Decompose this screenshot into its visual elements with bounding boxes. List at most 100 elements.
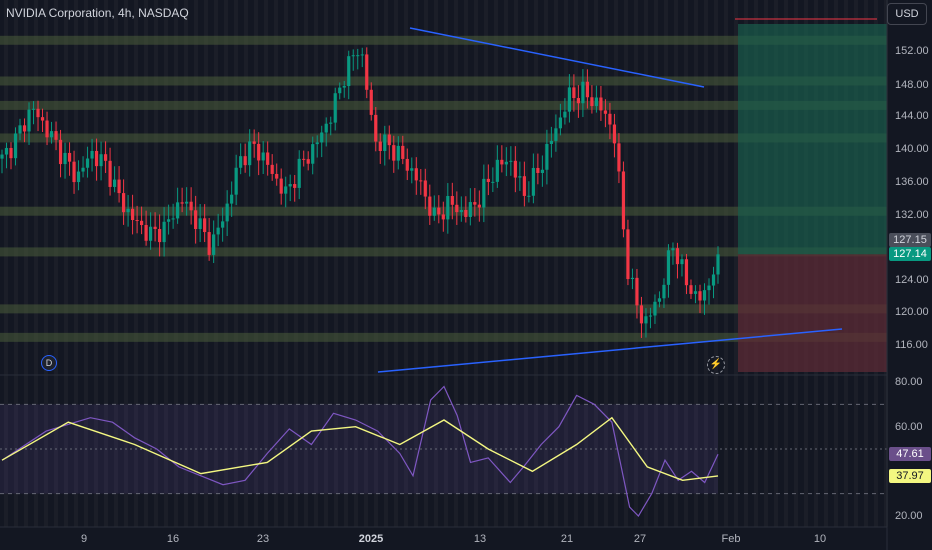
- grid-stripe: [244, 0, 248, 527]
- candle-body: [495, 159, 499, 182]
- candle-body: [189, 201, 193, 211]
- candle-body: [72, 161, 76, 183]
- candle-body: [275, 173, 279, 179]
- candle-body: [599, 97, 603, 111]
- grid-stripe: [124, 0, 128, 527]
- candle-body: [563, 111, 567, 118]
- candle-body: [338, 87, 342, 94]
- candle-body: [315, 142, 319, 145]
- candle-body: [162, 221, 166, 243]
- candle-body: [680, 259, 684, 265]
- grid-stripe: [204, 0, 208, 527]
- candle-body: [558, 117, 562, 129]
- candle-body: [594, 97, 599, 107]
- candle-body: [581, 81, 585, 104]
- currency-button[interactable]: USD: [887, 3, 927, 25]
- candle-body: [90, 150, 94, 159]
- price-tick: 120.00: [895, 306, 929, 318]
- candle-body: [693, 291, 698, 294]
- dividend-marker[interactable]: D: [41, 355, 57, 371]
- candle-body: [117, 179, 121, 194]
- candle-body: [320, 132, 324, 143]
- candle-body: [288, 184, 292, 187]
- candle-body: [554, 128, 558, 141]
- price-zone: [0, 35, 887, 45]
- candle-body: [657, 298, 662, 302]
- grid-stripe: [734, 0, 738, 527]
- candle-body: [446, 196, 450, 220]
- price-tick: 116.00: [895, 339, 928, 351]
- last-price-label: 127.14: [889, 247, 931, 261]
- candle-body: [180, 202, 184, 204]
- grid-stripe: [114, 0, 118, 527]
- candle-body: [702, 290, 707, 301]
- candle-body: [504, 161, 508, 165]
- candle-body: [94, 150, 99, 167]
- candle-body: [230, 194, 234, 204]
- prev-close-label: 127.15: [889, 233, 931, 247]
- grid-stripe: [474, 0, 478, 527]
- candle-body: [112, 179, 117, 187]
- lightning-icon[interactable]: ⚡: [707, 356, 725, 374]
- candle-body: [603, 110, 608, 114]
- candle-body: [13, 133, 18, 159]
- candle-body: [648, 315, 653, 317]
- grid-stripe: [54, 0, 58, 527]
- candle-body: [698, 291, 702, 301]
- price-zone: [0, 247, 887, 257]
- candle-body: [324, 123, 328, 133]
- symbol-title[interactable]: NVIDIA Corporation, 4h, NASDAQ: [6, 6, 189, 20]
- candle-body: [0, 154, 4, 159]
- candlestick-series: [0, 47, 720, 338]
- price-tick: 132.00: [895, 209, 929, 221]
- candle-body: [342, 86, 346, 88]
- candle-body: [405, 158, 409, 171]
- candle-body: [198, 218, 202, 230]
- rsi-pane: [0, 385, 887, 517]
- rsi-ma-label: 37.97: [889, 469, 931, 483]
- candle-body: [626, 229, 630, 280]
- candle-body: [486, 178, 490, 182]
- candle-body: [441, 214, 445, 220]
- target-zone: [738, 24, 887, 255]
- candle-body: [4, 147, 9, 155]
- candle-body: [207, 232, 211, 255]
- candle-body: [194, 210, 198, 230]
- candle-body: [306, 159, 310, 164]
- candle-body: [171, 218, 175, 220]
- candle-body: [509, 160, 513, 162]
- lower-trendline: [377, 328, 843, 373]
- rsi-line: [1, 385, 719, 517]
- grid-stripe: [594, 0, 598, 527]
- candle-body: [684, 259, 689, 286]
- candle-body: [351, 55, 355, 57]
- grid-stripe: [274, 0, 278, 527]
- candle-body: [536, 167, 540, 173]
- grid-stripe: [384, 0, 388, 527]
- grid-stripe: [344, 0, 348, 527]
- grid-stripe: [234, 0, 238, 527]
- price-tick: 144.00: [895, 110, 929, 122]
- candle-body: [459, 210, 463, 213]
- candle-body: [225, 203, 229, 222]
- candle-body: [617, 143, 621, 172]
- grid-stripe: [524, 0, 528, 527]
- candle-body: [662, 284, 666, 299]
- grid-stripe: [184, 0, 188, 527]
- rsi-band: [0, 404, 718, 494]
- rsi-tick: 20.00: [895, 510, 923, 522]
- candle-body: [392, 145, 396, 161]
- candle-body: [356, 55, 360, 57]
- candle-body: [707, 285, 711, 291]
- candle-body: [185, 201, 189, 204]
- candle-body: [630, 277, 635, 280]
- grid-stripe: [394, 0, 398, 527]
- candle-body: [27, 109, 31, 132]
- candle-body: [347, 56, 351, 87]
- candle-body: [144, 225, 148, 241]
- candle-body: [76, 171, 81, 183]
- grid-stripe: [654, 0, 658, 527]
- candle-body: [711, 274, 716, 286]
- time-tick: 16: [166, 533, 180, 545]
